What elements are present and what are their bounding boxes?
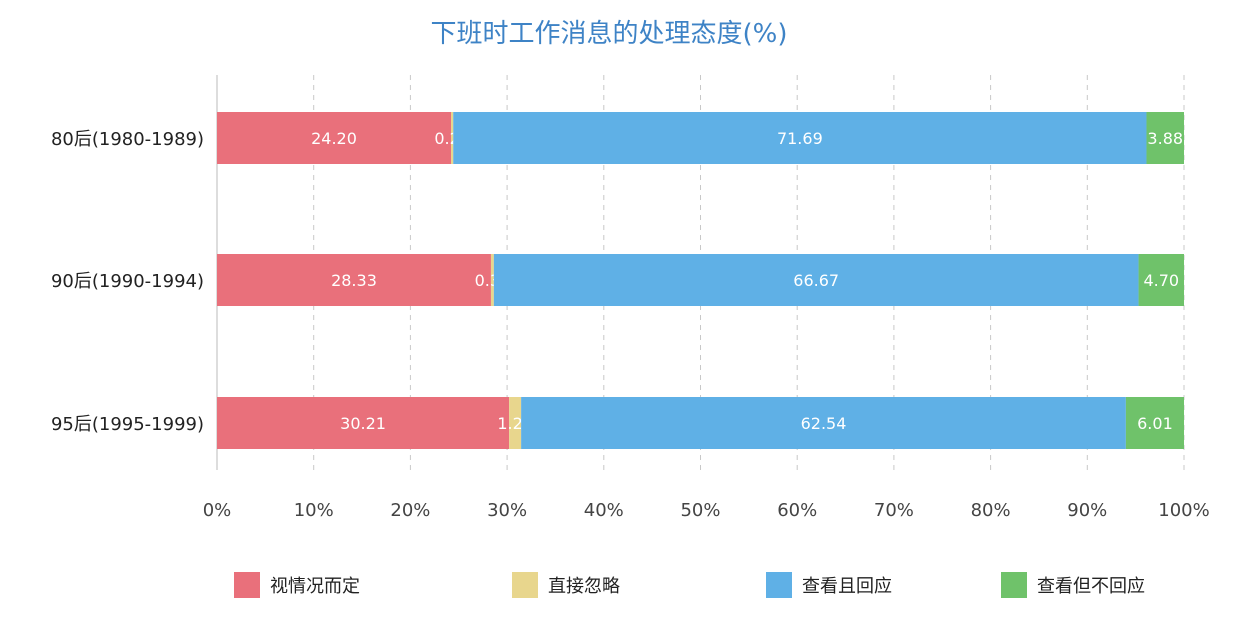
- x-tick-label: 80%: [971, 500, 1011, 521]
- x-tick-label: 0%: [203, 500, 232, 521]
- data-label: 71.69: [777, 129, 823, 148]
- legend-label: 直接忽略: [548, 576, 620, 597]
- bar-segment: [453, 112, 1147, 164]
- x-tick-label: 30%: [487, 500, 527, 521]
- legend-label: 查看但不回应: [1037, 576, 1145, 597]
- data-label: 4.70: [1143, 271, 1179, 290]
- data-label: 3.88: [1147, 129, 1183, 148]
- bar-segment: [493, 254, 1139, 306]
- x-tick-label: 40%: [584, 500, 624, 521]
- data-label: 24.20: [311, 129, 357, 148]
- bar-segment: [490, 254, 494, 306]
- bar-segment: [217, 397, 510, 449]
- legend-swatch: [512, 572, 538, 598]
- data-label: 28.33: [331, 271, 377, 290]
- x-tick-label: 90%: [1067, 500, 1107, 521]
- category-label: 90后(1990-1994): [51, 271, 204, 292]
- x-tick-label: 10%: [294, 500, 334, 521]
- bar-segment: [451, 112, 454, 164]
- x-tick-label: 70%: [874, 500, 914, 521]
- legend-label: 查看且回应: [802, 576, 892, 597]
- legend-label: 视情况而定: [270, 576, 360, 597]
- category-label: 80后(1980-1989): [51, 129, 204, 150]
- category-labels: 80后(1980-1989) 90后(1990-1994) 95后(1995-199…: [51, 129, 204, 435]
- legend-swatch: [766, 572, 792, 598]
- bar-segment: [1125, 397, 1184, 449]
- bar-segment: [1146, 112, 1184, 164]
- data-label: 30.21: [340, 414, 386, 433]
- category-label: 95后(1995-1999): [51, 414, 204, 435]
- legend: 视情况而定 直接忽略 查看且回应 查看但不回应: [234, 572, 1145, 598]
- bar-segment: [1138, 254, 1184, 306]
- x-axis-ticks: 0% 10% 20% 30% 40% 50% 60% 70% 80% 90% 100%: [203, 500, 1210, 521]
- legend-swatch: [1001, 572, 1027, 598]
- x-tick-label: 50%: [680, 500, 720, 521]
- legend-swatch: [234, 572, 260, 598]
- bar-segment: [217, 112, 452, 164]
- bar-segment: [509, 397, 522, 449]
- bar-segment: [521, 397, 1126, 449]
- x-tick-label: 100%: [1158, 500, 1209, 521]
- data-label: 62.54: [801, 414, 847, 433]
- x-tick-label: 20%: [390, 500, 430, 521]
- bar-segment: [217, 254, 491, 306]
- data-label: 66.67: [793, 271, 839, 290]
- x-tick-label: 60%: [777, 500, 817, 521]
- data-label: 6.01: [1137, 414, 1173, 433]
- chart-title: 下班时工作消息的处理态度(%): [431, 19, 788, 49]
